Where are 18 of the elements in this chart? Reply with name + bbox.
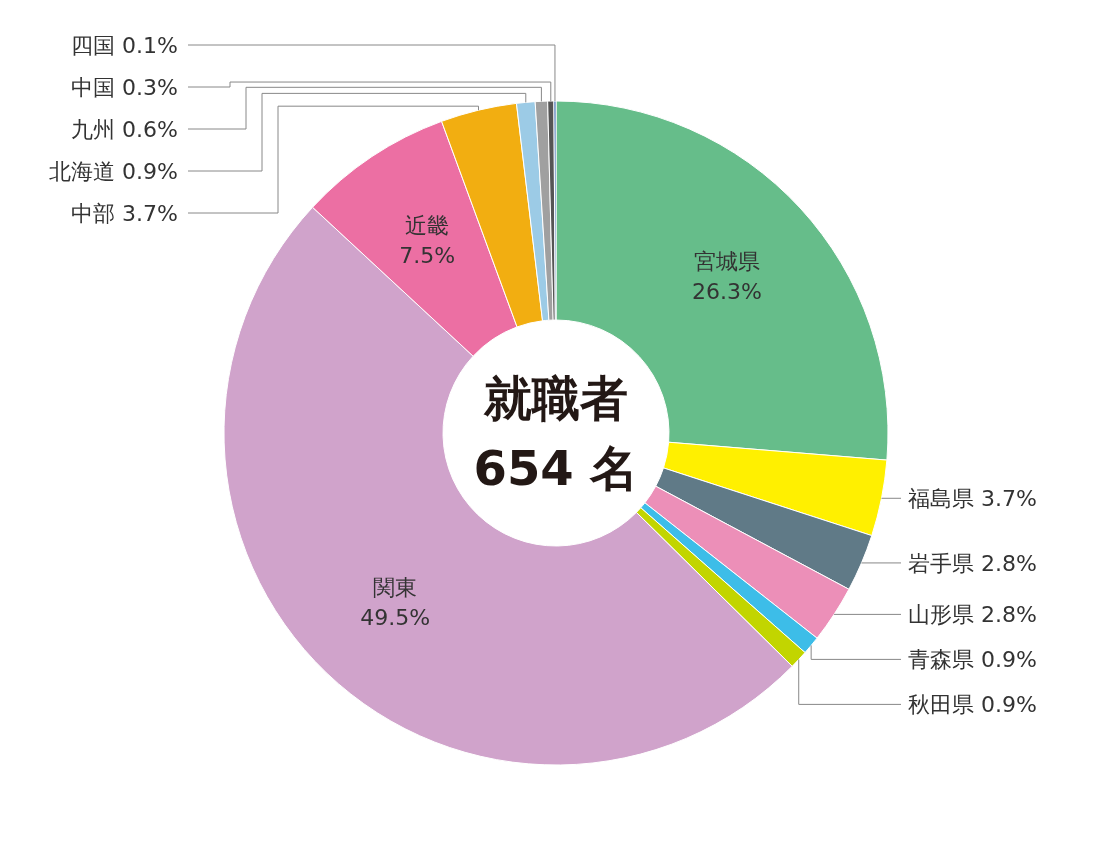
slice-label: 青森県 0.9% <box>908 647 1037 673</box>
slice-label: 宮城県 <box>693 249 760 275</box>
slice-label: 福島県 3.7% <box>908 485 1037 511</box>
slice-label: 山形県 2.8% <box>908 602 1037 628</box>
slice-label: 九州 0.6% <box>71 116 178 142</box>
data-label: 26.3% <box>692 279 762 305</box>
data-label: 7.5% <box>399 243 456 269</box>
text: 就職者 <box>483 369 628 426</box>
text: 654 名 <box>473 439 639 496</box>
slice-label: 秋田県 0.9% <box>908 692 1037 718</box>
data-label: 49.5% <box>360 604 431 630</box>
slice-label: 関東 <box>373 574 418 600</box>
slice-label: 近畿 <box>405 213 450 239</box>
slice-label: 中国 0.3% <box>71 74 178 100</box>
slice-label: 岩手県 2.8% <box>908 550 1037 576</box>
slice-label: 中部 3.7% <box>71 200 178 226</box>
slice-label: 四国 0.1% <box>71 32 178 58</box>
slice-label: 北海道 0.9% <box>49 158 178 184</box>
